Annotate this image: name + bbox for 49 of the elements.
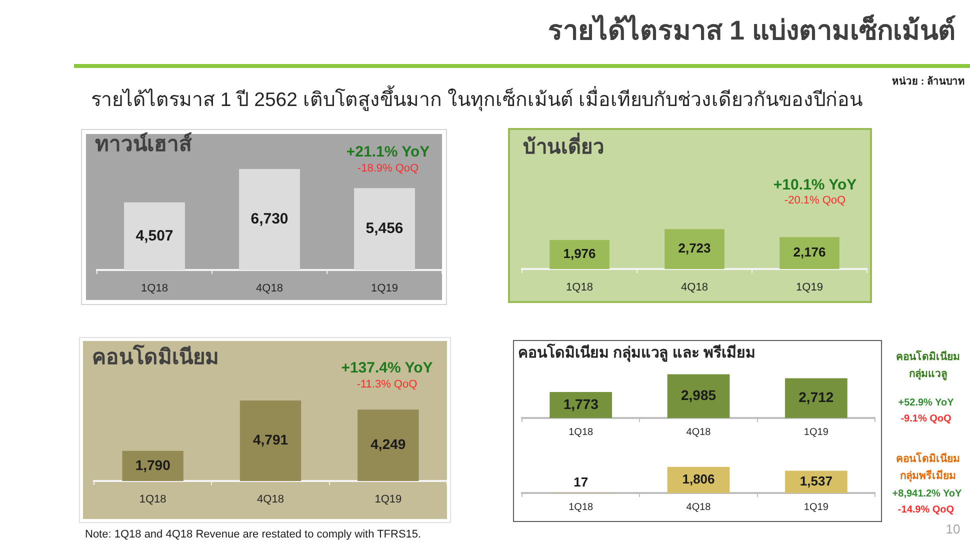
x-tick-label: 4Q18 xyxy=(257,494,284,506)
text: -9.1% QoQ xyxy=(900,413,952,425)
data-label: 4,249 xyxy=(370,436,406,452)
text: Note: 1Q18 and 4Q18 Revenue are restated to comply with TFRS15. xyxy=(85,528,422,542)
x-tick-label: 1Q18 xyxy=(568,502,594,513)
data-label: 1,773 xyxy=(563,396,599,412)
text: +8,941.2% YoY xyxy=(892,488,962,500)
x-tick-label: 4Q18 xyxy=(686,426,712,438)
chart-title: คอนโดมิเนียม xyxy=(92,346,219,370)
chart-title: ทาวน์เฮาส์ xyxy=(95,132,192,158)
x-tick-label: 1Q18 xyxy=(139,494,166,506)
text: คอนโดมิเนียม กลุ่มพรีเมียม xyxy=(895,451,961,484)
text: -14.9% QoQ xyxy=(898,504,954,516)
x-tick-label: 1Q19 xyxy=(371,282,398,295)
data-label: 1,806 xyxy=(682,471,715,486)
text: -11.3% QoQ xyxy=(356,378,418,392)
text: +21.1% YoY xyxy=(346,143,430,161)
x-tick-label: 4Q18 xyxy=(686,502,712,513)
chart-title: คอนโดมิเนียม กลุ่มแวลู และ พรีเมียม xyxy=(518,344,756,362)
x-tick-label: 4Q18 xyxy=(681,282,708,294)
x-tick-label: 4Q18 xyxy=(256,282,283,295)
x-tick-label: 1Q18 xyxy=(568,426,594,438)
text: 10 xyxy=(946,522,960,538)
text: +137.4% YoY xyxy=(341,359,433,377)
x-tick-label: 1Q19 xyxy=(374,494,402,506)
data-label: 1,790 xyxy=(135,456,171,473)
data-label: 1,976 xyxy=(563,246,596,262)
data-label: 2,712 xyxy=(798,388,834,405)
text: หน่วย : ล้านบาท xyxy=(892,76,965,88)
x-tick-label: 1Q19 xyxy=(796,282,823,294)
data-label: 5,456 xyxy=(366,220,404,238)
text: +52.9% YoY xyxy=(898,397,954,409)
text: คอนโดมิเนียม กลุ่มแวลู xyxy=(895,349,961,382)
x-tick-label: 1Q18 xyxy=(566,282,593,294)
data-label: 17 xyxy=(574,474,588,490)
data-label: 6,730 xyxy=(250,210,288,228)
text: รายได้ไตรมาส 1 แบ่งตามเซ็กเม้นต์ xyxy=(548,15,956,47)
data-label: 1,537 xyxy=(800,473,832,488)
data-label: 2,176 xyxy=(793,244,826,260)
data-label: 2,723 xyxy=(678,240,711,256)
x-tick-label: 1Q19 xyxy=(804,502,829,513)
x-tick-label: 1Q19 xyxy=(804,426,829,438)
annotation: -18.9% QoQ xyxy=(357,162,419,176)
text: -20.1% QoQ xyxy=(784,194,846,208)
data-label: 2,985 xyxy=(680,386,716,403)
data-label: 4,791 xyxy=(252,432,288,448)
x-tick-label: 1Q18 xyxy=(141,282,168,295)
data-label: 4,507 xyxy=(136,227,174,244)
text: +10.1% YoY xyxy=(773,176,857,194)
